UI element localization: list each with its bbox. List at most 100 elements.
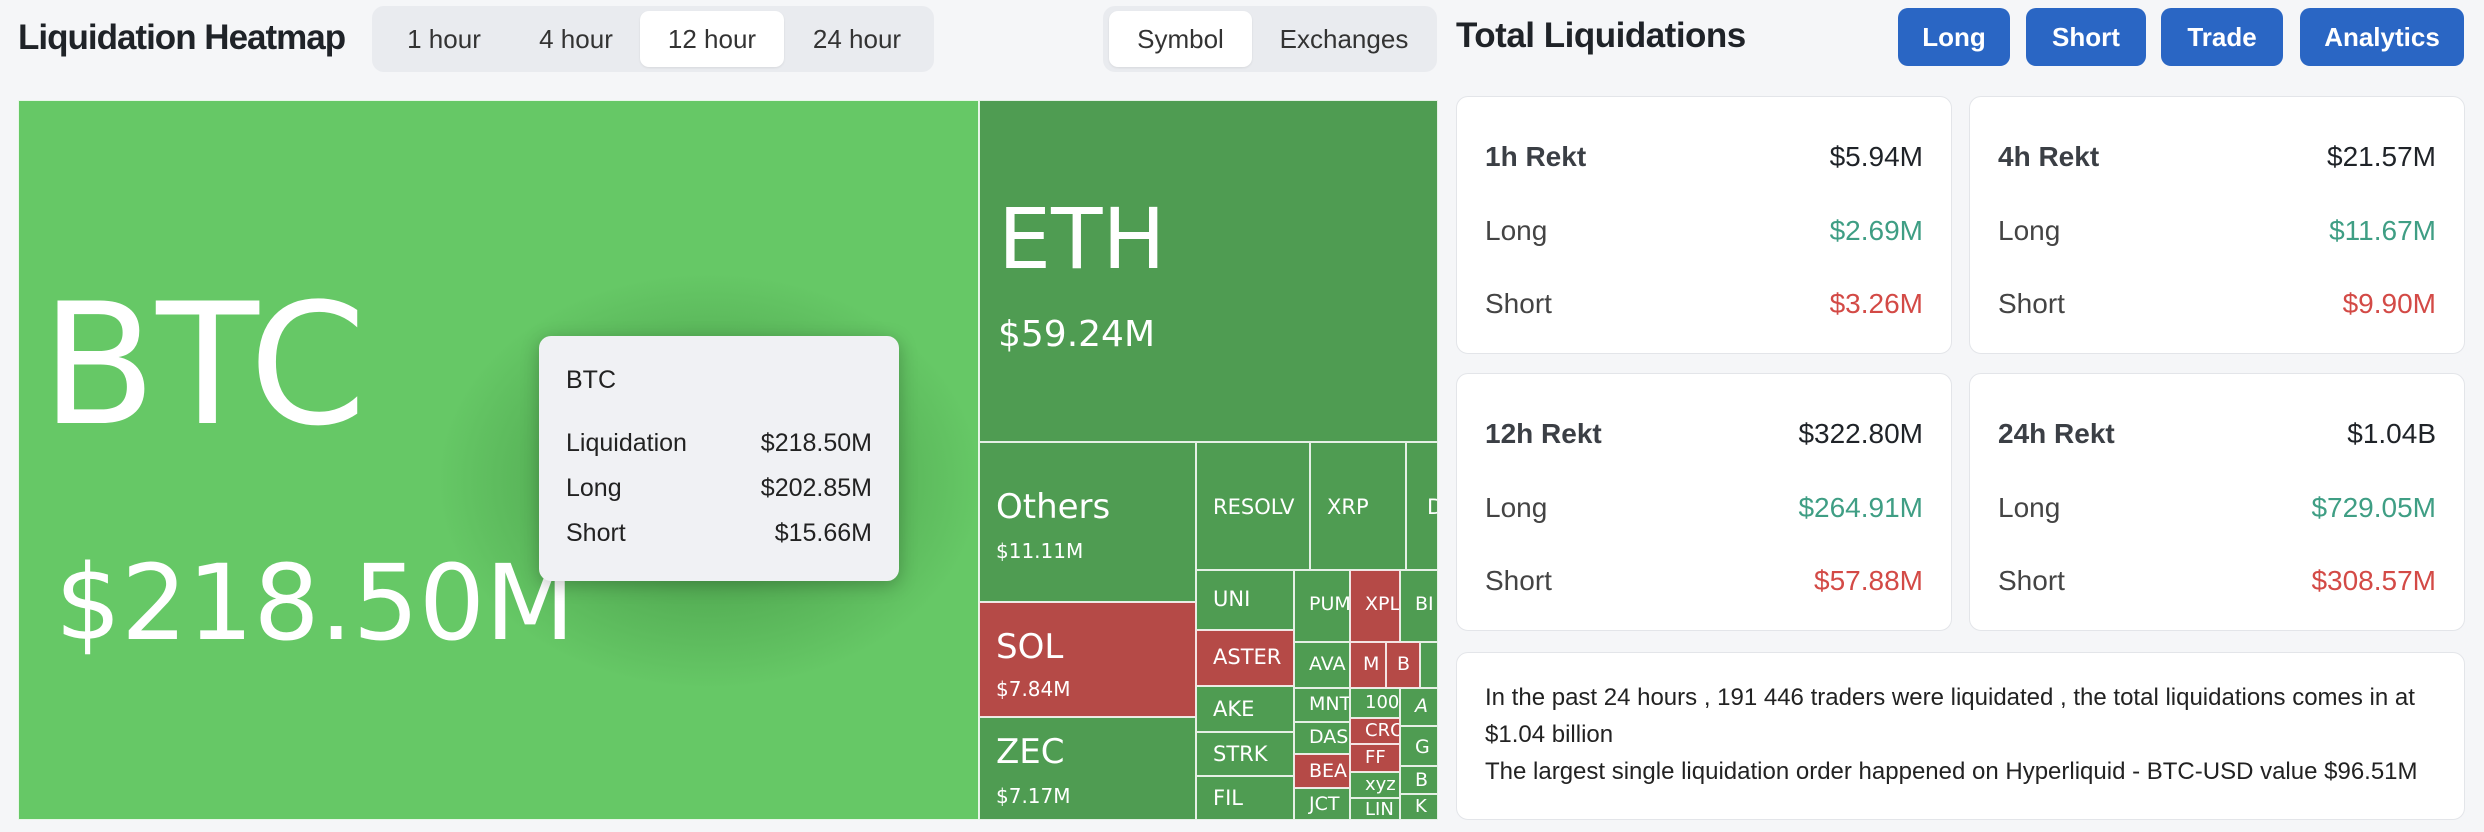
short-label: Short bbox=[1998, 288, 2065, 319]
treemap-cell-mnt[interactable]: MNT bbox=[1294, 688, 1350, 722]
tooltip-header: BTC bbox=[566, 366, 872, 395]
treemap-cell-bb[interactable]: B bbox=[1400, 766, 1438, 794]
card-total: $322.80M bbox=[1798, 418, 1923, 449]
uni-symbol: UNI bbox=[1213, 587, 1251, 611]
treemap-cell-aster[interactable]: ASTER bbox=[1196, 630, 1294, 686]
long-value: $264.91M bbox=[1798, 492, 1923, 523]
card-title: 12h Rekt bbox=[1485, 418, 1602, 449]
short-value: $9.90M bbox=[2342, 288, 2436, 319]
card-total: $1.04B bbox=[2347, 418, 2436, 449]
others-value: $11.11M bbox=[996, 539, 1084, 563]
b-symbol: B bbox=[1397, 653, 1411, 675]
treemap-cell-m[interactable]: M bbox=[1350, 642, 1386, 688]
card-total: $5.94M bbox=[1829, 141, 1923, 172]
jct-symbol: JCT bbox=[1309, 793, 1340, 815]
bb-symbol: B bbox=[1415, 769, 1429, 791]
tooltip-label: Short bbox=[566, 519, 626, 547]
lin-symbol: LIN bbox=[1365, 799, 1394, 820]
treemap-cell-others[interactable]: Others $11.11M bbox=[979, 442, 1196, 602]
short-value: $308.57M bbox=[2311, 565, 2436, 596]
tooltip-value: $202.85M bbox=[760, 474, 872, 502]
treemap-cell-ava[interactable]: AVA bbox=[1294, 642, 1350, 688]
treemap-cell-pum[interactable]: PUM bbox=[1294, 570, 1350, 642]
tab-24-hour[interactable]: 24 hour bbox=[812, 23, 902, 54]
long-button[interactable]: Long bbox=[1898, 8, 2010, 66]
treemap-cell-lin[interactable]: LIN bbox=[1350, 798, 1400, 820]
time-range-tabs: 1 hour 4 hour 12 hour 24 hour bbox=[372, 6, 934, 72]
cro-symbol: CRO bbox=[1365, 720, 1399, 741]
tooltip-label: Long bbox=[566, 474, 622, 502]
treemap-cell-cro[interactable]: CRO bbox=[1350, 718, 1400, 744]
card-12h-rekt: 12h Rekt $322.80M Long $264.91M Short $57.8… bbox=[1456, 373, 1952, 631]
liquidation-summary: In the past 24 hours , 191 446 traders w… bbox=[1456, 652, 2465, 820]
bea-symbol: BEA bbox=[1309, 760, 1348, 782]
eth-symbol: ETH bbox=[998, 190, 1166, 288]
ake-symbol: AKE bbox=[1213, 697, 1255, 721]
analytics-button[interactable]: Analytics bbox=[2300, 8, 2464, 66]
treemap-cell-bea[interactable]: BEA bbox=[1294, 754, 1350, 788]
xrp-symbol: XRP bbox=[1327, 495, 1369, 519]
treemap-cell-100[interactable]: 100 bbox=[1350, 688, 1400, 718]
tab-symbol[interactable]: Symbol bbox=[1109, 11, 1252, 67]
ff-symbol: FF bbox=[1365, 747, 1386, 768]
treemap-cell-sol[interactable]: SOL $7.84M bbox=[979, 602, 1196, 717]
treemap-cell-tiny-1[interactable] bbox=[1420, 642, 1438, 688]
long-label: Long bbox=[1998, 492, 2061, 523]
tooltip-symbol: BTC bbox=[566, 366, 616, 394]
treemap-cell-ake[interactable]: AKE bbox=[1196, 686, 1294, 732]
grouping-tabs: Symbol Exchanges bbox=[1103, 6, 1437, 72]
treemap-cell-jct[interactable]: JCT bbox=[1294, 788, 1350, 820]
zec-value: $7.17M bbox=[996, 784, 1071, 808]
bi-symbol: BI bbox=[1415, 593, 1434, 615]
treemap-cell-xrp[interactable]: XRP bbox=[1310, 442, 1406, 570]
summary-line-1: In the past 24 hours , 191 446 traders w… bbox=[1485, 684, 2415, 748]
card-title: 1h Rekt bbox=[1485, 141, 1587, 172]
short-label: Short bbox=[1485, 288, 1552, 319]
tab-12-hour[interactable]: 12 hour bbox=[640, 11, 784, 67]
long-label: Long bbox=[1485, 215, 1548, 246]
fil-symbol: FIL bbox=[1213, 786, 1243, 810]
btc-tooltip: BTC Liquidation $218.50M Long $202.85M S… bbox=[539, 336, 899, 581]
treemap-cell-a[interactable]: A bbox=[1400, 688, 1438, 726]
treemap-cell-k[interactable]: K bbox=[1400, 794, 1438, 820]
short-button[interactable]: Short bbox=[2026, 8, 2146, 66]
total-liquidations-title: Total Liquidations bbox=[1456, 16, 1746, 55]
zec-symbol: ZEC bbox=[996, 732, 1065, 772]
treemap-cell-resolv[interactable]: RESOLV bbox=[1196, 442, 1310, 570]
treemap-cell-uni[interactable]: UNI bbox=[1196, 570, 1294, 630]
card-title: 24h Rekt bbox=[1998, 418, 2115, 449]
tab-exchanges[interactable]: Exchanges bbox=[1279, 23, 1409, 54]
treemap-cell-strk[interactable]: STRK bbox=[1196, 732, 1294, 776]
tooltip-row-short: Short $15.66M bbox=[566, 519, 872, 548]
tooltip-value: $15.66M bbox=[774, 519, 872, 547]
g-symbol: G bbox=[1415, 736, 1430, 758]
treemap-cell-das[interactable]: DAS bbox=[1294, 722, 1350, 754]
treemap-cell-xpl[interactable]: XPL bbox=[1350, 570, 1400, 642]
xyz-symbol: xyz bbox=[1365, 774, 1396, 795]
treemap-cell-ff[interactable]: FF bbox=[1350, 744, 1400, 772]
m-symbol: M bbox=[1363, 653, 1380, 675]
treemap-cell-zec[interactable]: ZEC $7.17M bbox=[979, 717, 1196, 820]
treemap-cell-bi[interactable]: BI bbox=[1400, 570, 1438, 642]
mnt-symbol: MNT bbox=[1309, 693, 1350, 715]
pum-symbol: PUM bbox=[1309, 593, 1350, 615]
sol-value: $7.84M bbox=[996, 677, 1071, 701]
eth-value: $59.24M bbox=[998, 314, 1156, 355]
tab-1-hour[interactable]: 1 hour bbox=[407, 23, 481, 54]
short-label: Short bbox=[1998, 565, 2065, 596]
tooltip-value: $218.50M bbox=[760, 429, 872, 457]
treemap-cell-xyz[interactable]: xyz bbox=[1350, 772, 1400, 798]
tooltip-row-long: Long $202.85M bbox=[566, 474, 872, 503]
others-symbol: Others bbox=[996, 487, 1111, 527]
ava-symbol: AVA bbox=[1309, 653, 1346, 675]
treemap-cell-d[interactable]: D bbox=[1406, 442, 1438, 570]
long-label: Long bbox=[1485, 492, 1548, 523]
treemap-cell-eth[interactable]: ETH $59.24M bbox=[979, 100, 1438, 442]
treemap-cell-fil[interactable]: FIL bbox=[1196, 776, 1294, 820]
treemap-cell-b[interactable]: B bbox=[1386, 642, 1420, 688]
short-value: $57.88M bbox=[1814, 565, 1923, 596]
tab-4-hour[interactable]: 4 hour bbox=[539, 23, 613, 54]
trade-button[interactable]: Trade bbox=[2161, 8, 2283, 66]
tooltip-row-liquidation: Liquidation $218.50M bbox=[566, 429, 872, 458]
treemap-cell-g[interactable]: G bbox=[1400, 726, 1438, 766]
